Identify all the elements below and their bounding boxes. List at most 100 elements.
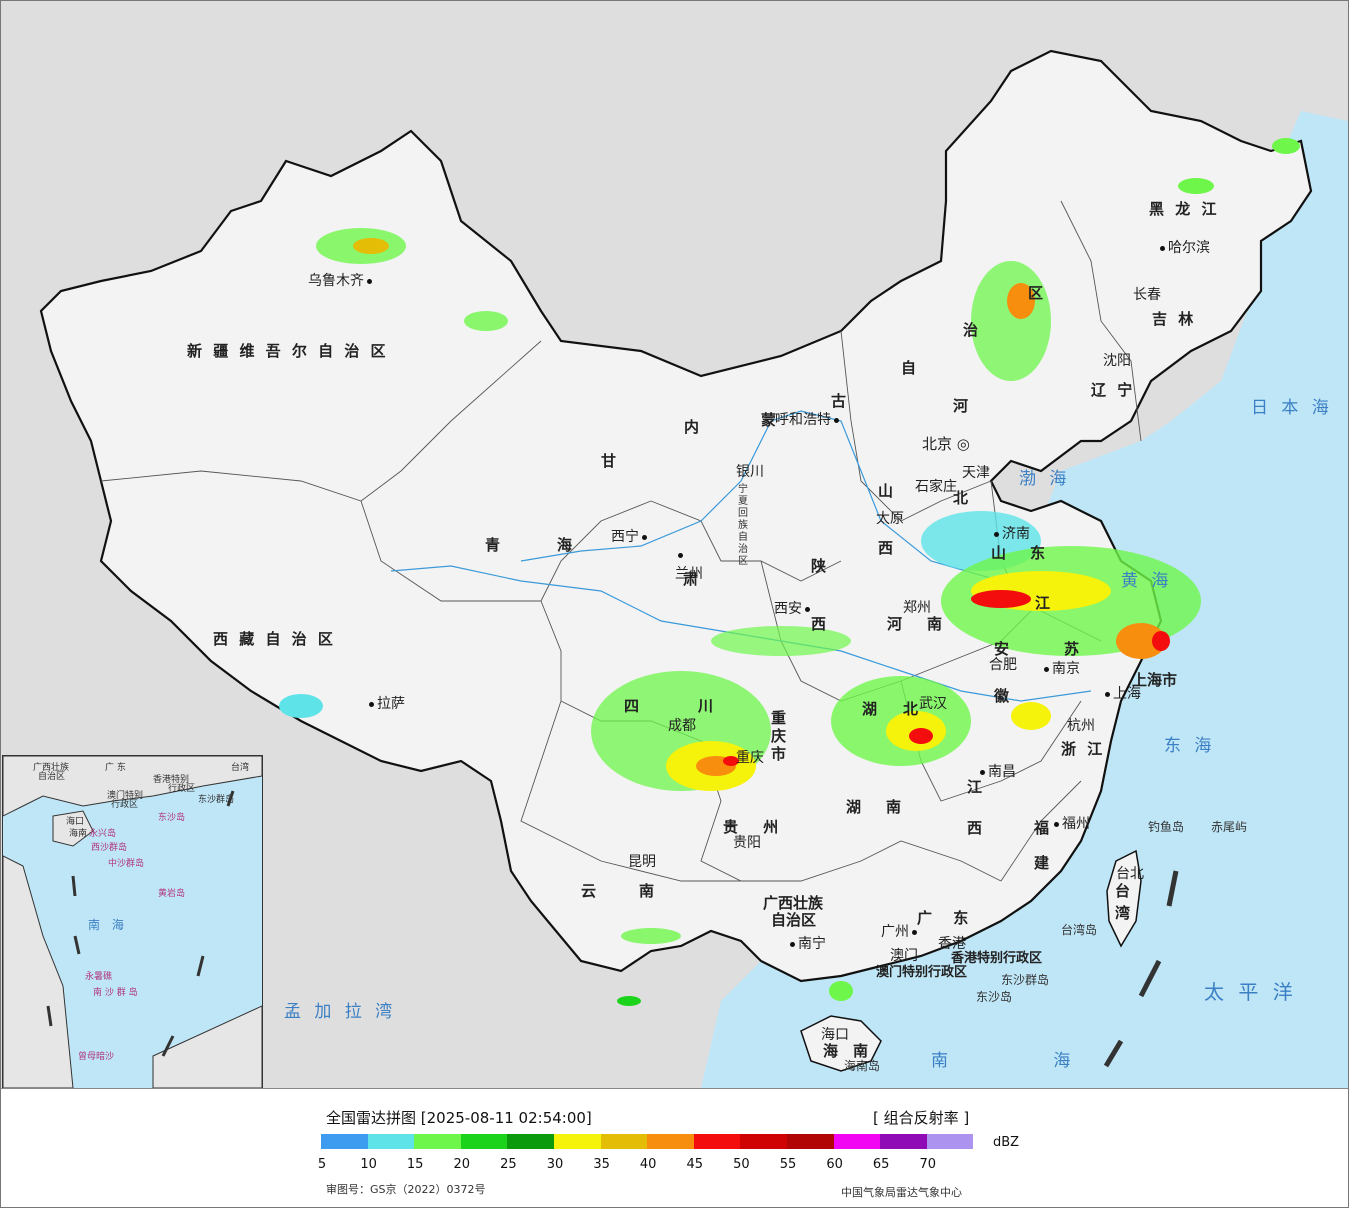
radar-echoes xyxy=(279,138,1300,1006)
legend-title: 全国雷达拼图 [2025-08-11 02:54:00] xyxy=(326,1109,592,1127)
city-fuzhou: 福州 xyxy=(1051,813,1090,833)
label-taiwan-1: 台 xyxy=(1115,882,1131,900)
label-hainan-1: 海 xyxy=(823,1042,839,1060)
inset-yongxing: 永兴岛 xyxy=(89,829,117,839)
legend-swatch xyxy=(647,1134,694,1149)
inset-dongsha-qundao: 东沙群岛 xyxy=(198,795,235,805)
label-shaanxi-1: 陕 xyxy=(811,557,827,575)
label-neimenggu-2: 蒙 xyxy=(761,411,777,429)
city-lasa: 拉萨 xyxy=(366,693,405,713)
legend-tick-label: 10 xyxy=(360,1157,377,1172)
city-taiyuan: 太原 xyxy=(876,511,904,527)
label-jiangxi-1: 江 xyxy=(967,778,983,796)
city-shenyang: 沈阳 xyxy=(1103,353,1131,369)
label-sichuan-2: 川 xyxy=(698,697,714,715)
label-qinghai-2: 海 xyxy=(557,536,573,554)
inset-zengmu: 曾母暗沙 xyxy=(78,1052,115,1062)
label-hunan-1: 湖 xyxy=(846,798,862,816)
legend-swatch xyxy=(507,1134,554,1149)
legend-tick-label: 55 xyxy=(779,1157,797,1172)
label-neimenggu-6: 区 xyxy=(1028,284,1044,302)
label-jiangsu-1: 江 xyxy=(1035,594,1051,612)
inset-dongsha: 东沙岛 xyxy=(158,813,186,823)
label-guangxi-1: 广西壮族 xyxy=(763,894,824,912)
legend-tick-label: 5 xyxy=(317,1157,327,1172)
sea-bengal: 孟 加 拉 湾 xyxy=(284,1002,397,1022)
label-shanxi-2: 西 xyxy=(878,539,894,557)
isle-hainan: 海南岛 xyxy=(844,1059,881,1073)
city-nanchang: 南昌 xyxy=(977,761,1016,781)
city-xining: 西宁 xyxy=(611,526,650,546)
legend-swatch xyxy=(553,1134,601,1149)
city-zhengzhou: 郑州 xyxy=(903,600,931,616)
label-hubei-1: 湖 xyxy=(862,700,878,718)
city-hangzhou: 杭州 xyxy=(1067,718,1095,734)
city-huhehaote: 呼和浩特 xyxy=(775,409,842,429)
legend-ticks: 5 10 15 20 25 30 35 40 45 50 55 60 65 70 xyxy=(317,1157,981,1173)
label-sichuan-1: 四 xyxy=(624,697,640,715)
legend-tick-label: 15 xyxy=(406,1157,424,1172)
city-macau: 澳门 xyxy=(890,948,918,964)
isle-taiwan: 台湾岛 xyxy=(1061,923,1098,937)
label-liaoning: 辽 宁 xyxy=(1091,381,1136,399)
legend-swatch xyxy=(926,1134,974,1149)
label-neimenggu-5: 治 xyxy=(963,321,979,339)
taiwan-island xyxy=(1106,849,1142,948)
legend-tick-label: 20 xyxy=(453,1157,471,1172)
legend-tick-label: 50 xyxy=(733,1157,750,1172)
label-hebei-2: 北 xyxy=(953,489,969,507)
city-shijiazhuang: 石家庄 xyxy=(915,479,957,495)
label-shandong-2: 东 xyxy=(1030,544,1046,562)
map-canvas xyxy=(1,1,1348,1088)
isle-chiwei: 赤尾屿 xyxy=(1211,820,1248,834)
city-beijing: 北京 ◎ xyxy=(922,435,970,453)
sea-nanhai: 南 海 xyxy=(931,1051,1121,1071)
sea-japan: 日 本 海 xyxy=(1251,398,1333,418)
inset-canvas xyxy=(3,756,262,1088)
legend-swatch xyxy=(460,1134,508,1149)
label-jiangxi-2: 西 xyxy=(967,819,983,837)
sea-donghai: 东 海 xyxy=(1164,736,1216,756)
legend-tick-label: 25 xyxy=(500,1157,517,1172)
city-lanzhou: 兰州 xyxy=(675,547,705,583)
isle-diaoyu: 钓鱼岛 xyxy=(1148,820,1185,834)
label-henan-2: 南 xyxy=(927,615,943,633)
inset-nanhai: 南 海 xyxy=(88,918,128,932)
legend-swatch xyxy=(833,1134,881,1149)
label-hongkong-sar: 香港特别行政区 xyxy=(951,951,1043,966)
label-hebei-1: 河 xyxy=(953,397,969,415)
city-tianjin: 天津 xyxy=(962,465,990,481)
inset-xisha: 西沙群岛 xyxy=(91,843,128,853)
legend-tick-label: 40 xyxy=(639,1157,657,1172)
legend-swatch xyxy=(880,1134,927,1149)
legend-swatch xyxy=(693,1134,741,1149)
label-xizang: 西 藏 自 治 区 xyxy=(213,630,336,648)
legend-swatch xyxy=(367,1134,415,1149)
city-yinchuan: 银川 xyxy=(736,464,764,480)
city-hongkong: 香港 xyxy=(938,936,966,952)
label-ningxia: 宁夏回族自治区 xyxy=(738,484,748,567)
inset-yongshu: 永暑礁 xyxy=(85,972,113,982)
isle-dongsha-qundao: 东沙群岛 xyxy=(1001,973,1050,987)
legend-tick-label: 60 xyxy=(826,1157,843,1172)
hainan-island xyxy=(800,1015,882,1072)
label-hubei-2: 北 xyxy=(903,700,919,718)
label-guangdong: 广 东 xyxy=(917,909,977,927)
label-guangxi-2: 自治区 xyxy=(771,911,817,929)
city-hefei: 合肥 xyxy=(989,657,1017,673)
city-xian: 西安 xyxy=(774,598,813,618)
label-fujian-1: 福 xyxy=(1034,819,1050,837)
legend-swatch xyxy=(600,1134,648,1149)
legend-product: [ 组合反射率 ] xyxy=(873,1109,970,1127)
inset-zhongsha: 中沙群岛 xyxy=(108,859,145,869)
city-haerbin: 哈尔滨 xyxy=(1157,237,1210,257)
sea-bohai: 渤 海 xyxy=(1019,469,1071,489)
legend-swatch xyxy=(414,1134,461,1149)
city-kunming: 昆明 xyxy=(628,854,656,870)
label-macau-sar: 澳门特别行政区 xyxy=(876,965,968,980)
legend-swatch xyxy=(786,1134,834,1149)
legend-unit: dBZ xyxy=(993,1135,1020,1150)
label-neimenggu-4: 自 xyxy=(901,359,917,377)
legend-organization: 中国气象局雷达气象中心 xyxy=(841,1186,962,1199)
